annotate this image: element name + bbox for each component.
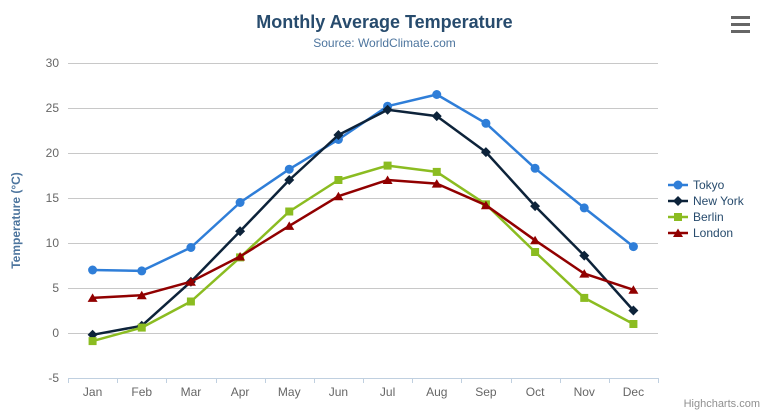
tokyo-data-point-marker[interactable] — [481, 118, 491, 128]
y-axis-label: 20 — [46, 146, 60, 160]
london-data-point-marker[interactable] — [382, 175, 393, 185]
new-york-data-point-marker[interactable] — [579, 250, 590, 261]
legend-diamond-icon — [668, 196, 688, 206]
x-axis-label: Oct — [526, 385, 545, 399]
tokyo-data-point-marker[interactable] — [432, 90, 442, 99]
chart-title: Monthly Average Temperature — [256, 12, 513, 32]
x-axis-label: Sep — [475, 385, 497, 399]
london-data-point-marker[interactable] — [628, 285, 639, 294]
x-axis-label: May — [278, 385, 301, 399]
hamburger-menu-icon — [731, 15, 750, 19]
series-line-berlin — [91, 164, 635, 343]
berlin-data-point-marker[interactable] — [531, 248, 540, 256]
legend-item-london[interactable]: London — [668, 225, 744, 241]
series-line-london — [91, 178, 635, 300]
chart-subtitle: Source: WorldClimate.com — [313, 36, 456, 50]
legend-label-new-york: New York — [693, 194, 744, 208]
hamburger-menu-icon — [731, 22, 750, 26]
legend: Tokyo New York Berlin London — [668, 177, 744, 241]
x-axis-label: Feb — [131, 385, 152, 399]
x-axis-label: Jul — [380, 385, 395, 399]
london-data-point-marker[interactable] — [136, 290, 147, 300]
london-data-point-marker[interactable] — [530, 235, 541, 245]
london-data-point-marker[interactable] — [185, 277, 196, 286]
series-line-new-york — [91, 108, 635, 337]
legend-circle-icon — [668, 180, 688, 190]
tokyo-data-point-marker[interactable] — [530, 163, 540, 173]
tokyo-data-point-marker[interactable] — [235, 198, 245, 207]
berlin-data-point-marker[interactable] — [88, 337, 97, 346]
x-axis-label: Jun — [329, 385, 348, 399]
hamburger-menu-icon — [731, 29, 750, 33]
y-axis-label: -5 — [48, 371, 59, 385]
berlin-data-point-marker[interactable] — [137, 323, 146, 332]
x-axis-label: Dec — [623, 385, 644, 399]
legend-item-tokyo[interactable]: Tokyo — [668, 177, 744, 193]
london-data-point-marker[interactable] — [87, 293, 98, 302]
new-york-data-point-marker[interactable] — [333, 130, 344, 140]
berlin-data-point-marker[interactable] — [186, 297, 195, 306]
y-axis-label: 5 — [52, 281, 59, 295]
y-axis-label: 25 — [46, 101, 60, 115]
berlin-data-point-marker[interactable] — [580, 293, 589, 302]
new-york-data-point-marker[interactable] — [628, 305, 639, 316]
export-menu-button[interactable] — [728, 13, 753, 35]
series-line-tokyo — [91, 93, 635, 273]
berlin-data-point-marker[interactable] — [629, 320, 638, 328]
legend-square-icon — [668, 213, 688, 221]
x-axis-label: Apr — [231, 385, 250, 399]
tokyo-data-point-marker[interactable] — [579, 203, 589, 213]
new-york-data-point-marker[interactable] — [284, 175, 295, 185]
london-data-point-marker[interactable] — [235, 252, 246, 261]
berlin-data-point-marker[interactable] — [383, 161, 392, 170]
new-york-data-point-marker[interactable] — [235, 226, 246, 237]
y-axis-title: Temperature (°C) — [9, 172, 23, 269]
legend-item-berlin[interactable]: Berlin — [668, 209, 744, 225]
london-data-point-marker[interactable] — [333, 191, 344, 201]
tokyo-data-point-marker[interactable] — [137, 266, 147, 276]
london-data-point-marker[interactable] — [579, 269, 590, 278]
london-data-point-marker[interactable] — [284, 221, 295, 230]
credits-link[interactable]: Highcharts.com — [683, 398, 760, 410]
legend-item-new-york[interactable]: New York — [668, 193, 744, 209]
tokyo-data-point-marker[interactable] — [88, 265, 98, 275]
legend-label-berlin: Berlin — [693, 210, 724, 224]
y-axis-label: 0 — [52, 326, 59, 340]
legend-label-london: London — [693, 226, 734, 240]
berlin-data-point-marker[interactable] — [334, 176, 343, 184]
y-axis-label: 10 — [46, 236, 60, 250]
x-axis-label: Jan — [83, 385, 102, 399]
x-axis-label: Nov — [574, 385, 595, 399]
berlin-data-point-marker[interactable] — [432, 167, 441, 176]
x-axis-label: Mar — [181, 385, 202, 399]
london-data-point-marker[interactable] — [480, 200, 491, 210]
x-axis-label: Aug — [426, 385, 447, 399]
tokyo-data-point-marker[interactable] — [186, 243, 196, 252]
legend-triangle-up-icon — [668, 228, 688, 237]
berlin-data-point-marker[interactable] — [285, 207, 294, 216]
legend-label-tokyo: Tokyo — [693, 178, 725, 192]
new-york-data-point-marker[interactable] — [480, 147, 491, 158]
y-axis-label: 30 — [46, 56, 60, 70]
tokyo-data-point-marker[interactable] — [628, 242, 638, 252]
tokyo-data-point-marker[interactable] — [284, 164, 294, 174]
new-york-data-point-marker[interactable] — [382, 104, 393, 115]
london-data-point-marker[interactable] — [431, 179, 442, 188]
new-york-data-point-marker[interactable] — [530, 201, 541, 212]
new-york-data-point-marker[interactable] — [431, 111, 442, 122]
y-axis-label: 15 — [46, 191, 60, 205]
